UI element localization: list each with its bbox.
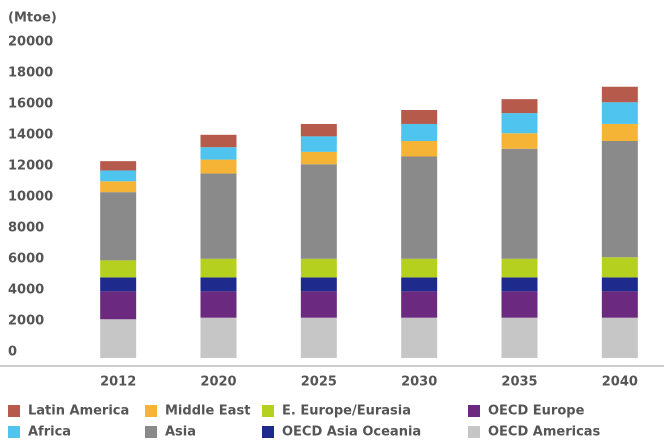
y-tick-label: 16000 [8,97,53,112]
x-tick-label: 2025 [301,375,337,390]
bar-segment [100,291,137,320]
bar-segment [200,277,237,292]
y-tick-label: 6000 [8,252,44,267]
bar-segment [401,110,438,124]
legend-swatch [145,405,157,417]
bar-segment [100,181,137,193]
bar-segment [401,277,438,292]
legend-label: Middle East [165,404,250,419]
bar-segment [501,277,538,292]
bar-segment [601,141,638,258]
bar-segment [401,317,438,358]
y-tick-label: 2000 [8,314,44,329]
bar-segment [300,277,337,292]
bar-segment [300,123,337,137]
legend-swatch [8,405,20,417]
y-tick-label: 18000 [8,66,53,81]
y-tick-label: 10000 [8,190,53,205]
y-tick-label: 14000 [8,128,53,143]
legend-label: OECD Asia Oceania [282,425,421,440]
bar-segment [300,151,337,165]
y-tick-label: 4000 [8,283,44,298]
bar-segment [401,258,438,278]
bar-segment [401,123,438,141]
x-tick-label: 2012 [100,375,136,390]
y-tick-label: 12000 [8,159,53,174]
bar-segment [200,134,237,148]
bar-segment [501,317,538,358]
y-tick-label: 8000 [8,221,44,236]
bar-segment [401,141,438,157]
bar-segment [100,260,137,278]
bar-segment [200,317,237,358]
bar-segment [601,317,638,358]
legend-label: Latin America [28,404,129,419]
bar-segment [100,161,137,171]
y-tick-label: 20000 [8,35,53,50]
bar-segment [601,277,638,292]
legend-label: E. Europe/Eurasia [282,404,411,419]
bar-segment [401,291,438,318]
bar-segment [601,102,638,124]
bar-segment [401,156,438,259]
bar-segment [501,113,538,134]
x-tick-label: 2040 [602,375,638,390]
bar-segment [300,291,337,318]
bar-segment [601,86,638,103]
legend-swatch [262,426,274,438]
legend-label: OECD Americas [488,425,601,440]
legend-label: Asia [165,425,196,440]
bar-segment [300,164,337,259]
legend-label: OECD Europe [488,404,585,419]
bar-segment [501,258,538,278]
legend-swatch [8,426,20,438]
bar-segment [100,277,137,292]
bar-segment [200,291,237,318]
y-tick-label: 0 [8,345,17,360]
bar-segment [200,258,237,278]
legend-swatch [468,426,480,438]
legend-swatch [262,405,274,417]
bar-segment [601,257,638,278]
bar-segment [501,99,538,114]
bar-segment [601,291,638,318]
x-tick-label: 2020 [200,375,236,390]
bar-segment [200,173,237,259]
bar-segment [501,148,538,259]
bar-segment [601,123,638,141]
x-tick-label: 2030 [401,375,437,390]
bar-segment [300,136,337,152]
legend-swatch [468,405,480,417]
bar-segment [100,192,137,261]
bar-segment [300,317,337,358]
bar-segment [200,147,237,160]
legend-label: Africa [28,425,71,440]
legend-swatch [145,426,157,438]
bar-segment [200,159,237,174]
bar-segment [300,258,337,278]
bar-segment [100,170,137,182]
x-tick-label: 2035 [501,375,537,390]
y-axis-label: (Mtoe) [8,11,57,26]
bar-segment [501,291,538,318]
bar-segment [501,133,538,149]
bar-segment [100,319,137,358]
